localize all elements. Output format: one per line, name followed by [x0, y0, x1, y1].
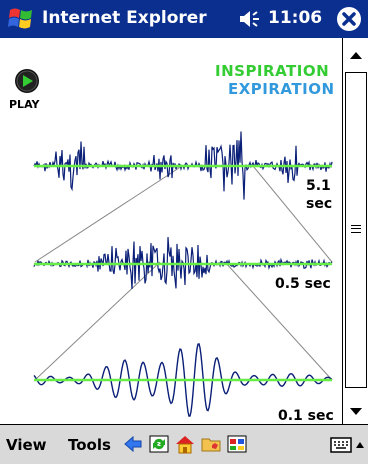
zoom-guide-line: [35, 166, 182, 262]
scale-label-5-1: 5.1: [306, 178, 331, 194]
legend-expiration: EXPIRATION: [228, 80, 335, 98]
scale-label-0-5: 0.5 sec: [275, 276, 331, 292]
close-icon[interactable]: [336, 6, 362, 32]
scale-label-0-1: 0.1 sec: [278, 408, 334, 424]
page-content: PLAY INSPIRATION EXPIRATION 5.1 sec 0.5 …: [0, 38, 342, 424]
scroll-up-arrow-icon[interactable]: [343, 44, 368, 66]
menu-bar: View Tools: [0, 424, 368, 464]
menu-tools[interactable]: Tools: [68, 436, 111, 454]
home-icon[interactable]: [174, 433, 196, 455]
menu-view[interactable]: View: [6, 436, 47, 454]
windows-start-flag-icon[interactable]: [6, 4, 36, 34]
vertical-scrollbar[interactable]: [342, 38, 368, 424]
refresh-icon[interactable]: [148, 433, 170, 455]
zoom-guide-line: [35, 262, 160, 380]
up-arrow-icon[interactable]: [354, 437, 366, 453]
tab-icon[interactable]: [226, 433, 248, 455]
title-bar: Internet Explorer 11:06: [0, 0, 368, 38]
app-title: Internet Explorer: [42, 8, 207, 28]
scale-unit-5-1: sec: [306, 196, 332, 212]
scroll-thumb[interactable]: [345, 72, 367, 388]
keyboard-icon[interactable]: [330, 437, 352, 453]
favorites-icon[interactable]: [200, 433, 222, 455]
back-icon[interactable]: [122, 433, 144, 455]
speaker-icon[interactable]: [238, 9, 262, 29]
scroll-down-arrow-icon[interactable]: [343, 401, 368, 423]
legend-inspiration: INSPIRATION: [215, 62, 329, 80]
clock-time[interactable]: 11:06: [268, 8, 322, 28]
play-label[interactable]: PLAY: [9, 98, 40, 111]
scroll-grip-icon: [351, 225, 361, 233]
